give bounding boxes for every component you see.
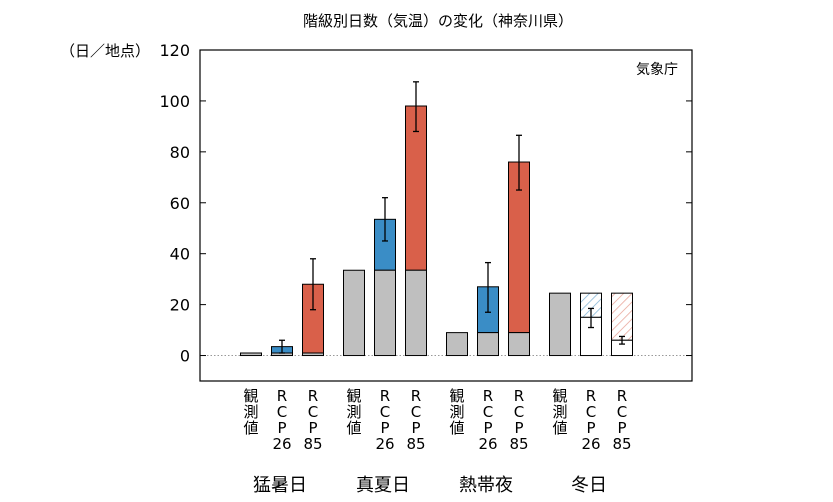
- bar-label-rcp26: C: [277, 403, 287, 421]
- bar-label-rcp26: R: [586, 387, 596, 405]
- bar-label-rcp26: 26: [478, 435, 497, 453]
- bar-label-rcp26: R: [483, 387, 493, 405]
- plot-frame: [199, 49, 693, 382]
- bar-label-rcp85: 85: [612, 435, 631, 453]
- bar-label-rcp85: C: [308, 403, 318, 421]
- bar-label-rcp85: P: [411, 419, 420, 437]
- bar-label-rcp85: 85: [406, 435, 425, 453]
- y-tick-label: 20: [170, 296, 190, 315]
- group-label: 猛暑日: [253, 475, 307, 496]
- bar-observed: [549, 292, 571, 357]
- bar-base-rcp85: [405, 269, 427, 357]
- bar-observed: [240, 352, 262, 357]
- bar-label-rcp26: P: [586, 419, 595, 437]
- group-label: 熱帯夜: [459, 475, 513, 496]
- bar-label-rcp26: R: [277, 387, 287, 405]
- bar-label-rcp26: C: [380, 403, 390, 421]
- group-label: 真夏日: [356, 475, 410, 496]
- bar-label-obs: 観: [552, 387, 567, 405]
- source-label: 気象庁: [636, 62, 678, 78]
- bar-label-rcp26: R: [380, 387, 390, 405]
- bar-label-rcp85: R: [411, 387, 421, 405]
- y-tick-label: 0: [180, 347, 190, 366]
- bar-label-rcp85: C: [514, 403, 524, 421]
- bar-decrease-rcp85_dec: [611, 292, 633, 341]
- bar-label-rcp26: C: [586, 403, 596, 421]
- bar-label-obs: 測: [552, 403, 567, 421]
- bar-base-rcp26: [374, 269, 396, 357]
- bar-base-rcp85: [302, 352, 324, 357]
- bar-label-rcp85: C: [411, 403, 421, 421]
- bar-label-obs: 測: [449, 403, 464, 421]
- bar-label-rcp26: P: [380, 419, 389, 437]
- bar-label-rcp85: R: [308, 387, 318, 405]
- bar-label-rcp85: P: [308, 419, 317, 437]
- bar-label-rcp85: R: [617, 387, 627, 405]
- y-tick-label: 60: [170, 194, 190, 213]
- bar-label-obs: 観: [243, 387, 258, 405]
- y-tick-label: 40: [170, 245, 190, 264]
- bar-label-rcp85: 85: [303, 435, 322, 453]
- bar-base-rcp26: [477, 332, 499, 357]
- bar-label-rcp26: 26: [375, 435, 394, 453]
- bar-label-obs: 値: [552, 419, 567, 437]
- bar-label-obs: 値: [243, 419, 258, 437]
- bar-label-rcp85: 85: [509, 435, 528, 453]
- bar-label-rcp85: P: [617, 419, 626, 437]
- bar-label-obs: 値: [449, 419, 464, 437]
- bar-base-rcp85: [508, 332, 530, 357]
- bar-label-rcp85: C: [617, 403, 627, 421]
- bar-label-rcp26: 26: [581, 435, 600, 453]
- group-label: 冬日: [571, 475, 607, 496]
- bar-label-obs: 測: [346, 403, 361, 421]
- bar-label-rcp26: P: [483, 419, 492, 437]
- y-axis-label: （日／地点）: [60, 42, 150, 60]
- chart-title: 階級別日数（気温）の変化（神奈川県）: [303, 12, 573, 30]
- y-tick-label: 80: [170, 143, 190, 162]
- bar-label-rcp85: R: [514, 387, 524, 405]
- bar-label-obs: 観: [449, 387, 464, 405]
- bar-label-obs: 値: [346, 419, 361, 437]
- bar-label-rcp26: 26: [272, 435, 291, 453]
- bar-observed: [343, 269, 365, 357]
- y-tick-label: 120: [159, 41, 190, 60]
- bar-label-obs: 観: [346, 387, 361, 405]
- bar-label-rcp85: P: [514, 419, 523, 437]
- bar-label-rcp26: P: [277, 419, 286, 437]
- bar-label-obs: 測: [243, 403, 258, 421]
- bar-observed: [446, 332, 468, 357]
- bar-label-rcp26: C: [483, 403, 493, 421]
- y-tick-label: 100: [159, 92, 190, 111]
